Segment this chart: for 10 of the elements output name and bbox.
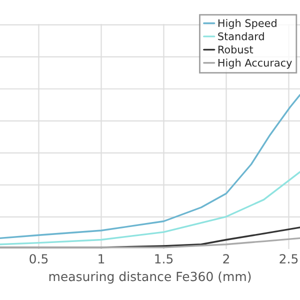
legend-label: Robust	[218, 45, 254, 54]
x-tick-label: 1	[98, 254, 104, 264]
x-tick-label: 1.5	[155, 254, 173, 264]
x-tick-label: 2.5	[280, 254, 298, 264]
x-tick-label: 0.5	[30, 254, 48, 264]
legend-label: High Accuracy	[218, 58, 292, 69]
legend-label: High Speed	[218, 19, 276, 30]
x-tick-label: 2	[223, 254, 229, 264]
legend-label: Standard	[218, 32, 264, 40]
x-axis-title: measuring distance Fe360 (mm)	[49, 272, 251, 284]
